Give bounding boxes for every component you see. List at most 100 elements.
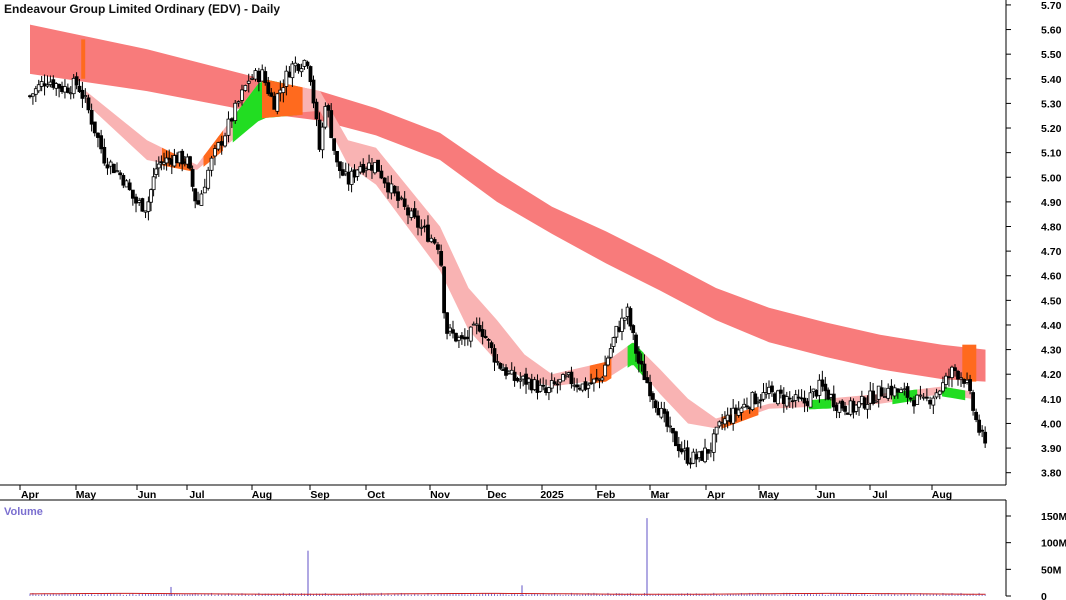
price-candle (474, 317, 479, 335)
price-candle (462, 328, 467, 347)
time-tick-label: Apr (21, 489, 39, 501)
price-candle (263, 66, 268, 86)
price-candle (934, 388, 939, 400)
price-candle (857, 401, 861, 416)
price-candle (756, 396, 760, 408)
price-candle (92, 121, 97, 137)
price-candle (761, 383, 766, 402)
price-candle (811, 388, 816, 398)
price-candle (645, 371, 650, 384)
price-candle (111, 163, 116, 174)
price-candle (99, 129, 104, 154)
price-candle (396, 186, 400, 209)
time-tick-label: Feb (597, 489, 616, 501)
price-candle (492, 344, 497, 371)
price-tick-label: 5.00 (1041, 172, 1062, 184)
price-candle (188, 155, 192, 170)
price-candle (796, 389, 801, 403)
crossover-highlight (262, 78, 303, 119)
time-tick-label: Jul (189, 489, 204, 501)
price-tick-label: 4.70 (1041, 246, 1062, 258)
chart-title: Endeavour Group Limited Ordinary (EDV) -… (4, 2, 280, 16)
short-term-band (86, 78, 971, 429)
price-candle (216, 141, 221, 152)
price-candle (382, 177, 387, 188)
price-candle (457, 335, 461, 349)
price-candle (308, 65, 313, 86)
time-tick-label: Nov (430, 489, 450, 501)
price-candle (451, 320, 455, 339)
price-candle (555, 379, 560, 394)
price-candle (477, 317, 482, 333)
price-candle (206, 166, 211, 191)
price-candle (959, 372, 963, 387)
price-candle (105, 157, 110, 175)
price-candle (622, 317, 627, 330)
price-candle (703, 438, 707, 464)
price-candle (653, 399, 658, 413)
price-candle (665, 409, 670, 433)
price-candle (498, 362, 503, 371)
price-candle (650, 391, 655, 409)
price-tick-label: 4.30 (1041, 345, 1062, 357)
time-tick-label: Oct (367, 489, 385, 501)
price-candle (80, 81, 85, 108)
price-candle (130, 189, 135, 206)
price-candle (586, 382, 591, 399)
price-tick-label: 5.60 (1041, 25, 1062, 37)
price-candle (799, 389, 804, 402)
price-candle (269, 87, 274, 98)
price-candle (873, 394, 878, 404)
volume-tick-label: 0 (1041, 591, 1047, 600)
price-candle (871, 383, 875, 406)
price-candle (332, 138, 337, 155)
price-candle (639, 353, 644, 372)
price-candle (118, 170, 123, 180)
time-tick-label: Jun (817, 489, 836, 501)
price-candle (240, 84, 244, 106)
price-candle (134, 193, 138, 213)
price-candle (831, 385, 836, 412)
price-candle (790, 396, 795, 409)
price-candle (770, 381, 774, 397)
price-candle (512, 366, 517, 387)
price-candle (399, 195, 404, 201)
price-candle (311, 75, 316, 109)
price-candle (876, 385, 881, 408)
price-candle (594, 368, 599, 382)
price-candle (372, 162, 377, 175)
price-candle (86, 94, 91, 114)
price-candle (977, 414, 982, 436)
price-candle (376, 159, 380, 172)
price-candle (323, 102, 328, 130)
price-candle (731, 399, 736, 431)
price-tick-label: 5.70 (1041, 0, 1062, 12)
price-candle (193, 188, 198, 209)
price-candle (886, 383, 891, 401)
price-candle (971, 389, 975, 416)
price-candle (685, 440, 690, 466)
price-candle (416, 210, 420, 236)
price-candle (468, 326, 473, 348)
price-candle (137, 197, 142, 206)
price-tick-label: 5.40 (1041, 74, 1062, 86)
price-tick-label: 5.10 (1041, 148, 1062, 160)
price-candle (287, 66, 292, 78)
price-candle (862, 396, 867, 410)
price-candle (854, 404, 859, 415)
price-candle (606, 355, 610, 367)
price-candle (908, 397, 913, 403)
price-candle (739, 406, 744, 421)
price-candle (753, 390, 758, 405)
price-candle (65, 83, 70, 94)
price-candle (302, 59, 307, 70)
price-tick-label: 5.50 (1041, 49, 1062, 61)
price-candle (202, 178, 207, 194)
price-candle (723, 411, 727, 431)
price-candle (448, 324, 452, 337)
time-tick-label: Jul (872, 489, 887, 501)
price-candle (108, 159, 113, 175)
price-candle (299, 63, 304, 77)
price-tick-label: 4.90 (1041, 197, 1062, 209)
price-candle (879, 380, 884, 397)
